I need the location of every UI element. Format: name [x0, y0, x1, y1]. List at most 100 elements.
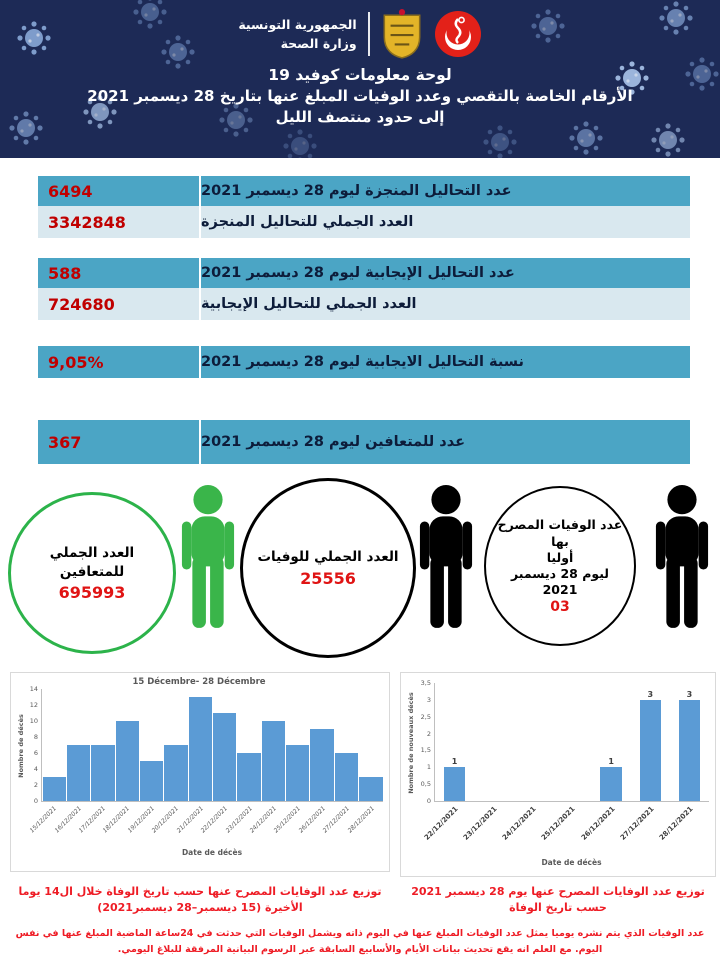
deaths-total-circle: العدد الجملي للوفيات 25556 — [240, 478, 416, 658]
tunisia-coat-of-arms-icon — [383, 9, 421, 59]
bar-value-label: 1 — [608, 757, 614, 767]
y-tick-label: 2 — [33, 781, 38, 789]
x-tick-slot: 28/12/2021 — [658, 802, 709, 858]
stat-label: العدد الجملي للتحاليل الإيجابية — [201, 296, 417, 312]
bar-slot — [115, 689, 139, 801]
x-axis-title: Date de décès — [541, 858, 602, 867]
bar — [310, 729, 334, 801]
bar-value-label: 3 — [647, 689, 654, 699]
bar — [359, 777, 383, 801]
x-tick-label: 22/12/2021 — [422, 805, 460, 842]
stat-value: 6494 — [38, 176, 201, 206]
recovered-total-value: 695993 — [58, 582, 126, 602]
bar — [600, 767, 622, 801]
footer-note: عدد الوفيات الذي يتم نشره يوميا يمثل عدد… — [15, 927, 705, 956]
bar — [678, 699, 701, 801]
deaths-total-label: العدد الجملي للوفيات — [257, 549, 399, 566]
bar — [443, 767, 466, 801]
stat-row-tests-pos-total: 724680 العدد الجملي للتحاليل الإيجابية — [38, 288, 690, 320]
stat-value: 9,05% — [38, 346, 201, 378]
x-tick-slot: 28/12/2021 — [346, 802, 382, 848]
deaths-reported-day-label-line4: 2021 — [542, 582, 578, 598]
deaths-reported-person-icon — [655, 485, 709, 628]
x-axis-title: Date de décès — [181, 848, 243, 857]
title-line3: إلى حدود منتصف الليل — [275, 108, 445, 126]
header-divider — [367, 12, 370, 56]
y-tick-label: 0 — [426, 797, 431, 805]
stat-row-tests-done-day: 6494 عدد التحاليل المنجزة ليوم 28 ديسمبر… — [38, 176, 690, 206]
y-tick-label: 6 — [33, 749, 38, 757]
x-ticks: 15/12/2021 16/12/2021 17/12/2021 18/12/2021… — [29, 802, 383, 848]
stat-label: عدد التحاليل المنجزة ليوم 28 ديسمبر 2021 — [201, 183, 512, 199]
bar — [115, 721, 139, 801]
header-banner: الجمهورية التونسية وزارة الصحة لوحة معلو… — [0, 0, 720, 158]
stat-label: نسبة التحاليل الايجابية ليوم 28 ديسمبر 2… — [201, 354, 524, 370]
deaths-reported-day-label-line3: ليوم 28 ديسمبر — [511, 566, 610, 582]
deaths-14day-chart: 15 Décembre- 28 Décembre Nombre de décès… — [10, 672, 390, 872]
totals-section: العدد الجملي للمتعافين 695993 العدد الجم… — [0, 472, 720, 670]
stat-row-tests-done-total: 3342848 العدد الجملي للتحاليل المنجزة — [38, 206, 690, 238]
deaths-person-icon — [419, 485, 473, 628]
bar — [139, 761, 164, 801]
y-tick-label: 1,5 — [420, 746, 431, 755]
bar-slot — [286, 689, 310, 801]
bar-slot — [513, 683, 552, 801]
stats-section: 6494 عدد التحاليل المنجزة ليوم 28 ديسمبر… — [38, 176, 690, 464]
recovered-total-label: العدد الجملي للمتعافين — [49, 545, 135, 580]
bar-value-label: 1 — [451, 757, 458, 767]
deaths-reported-day-label-line1: عدد الوفيات المصرح بها — [497, 517, 623, 549]
bar-slot: 3 — [670, 683, 709, 801]
bar-slot: 1 — [592, 683, 631, 801]
right-chart-caption: توزيع عدد الوفايات المصرح عنها يوم 28 دي… — [411, 885, 705, 914]
y-tick-label: 2 — [426, 729, 431, 738]
y-tick-label: 10 — [29, 717, 38, 725]
y-ticks: 3,5 3 2,5 2 1,5 1 0,5 0 — [416, 679, 434, 805]
left-chart-caption: توزيع عدد الوفايات المصرح عنها حسب تاريخ… — [18, 885, 382, 914]
chart-title: 15 Décembre- 28 Décembre — [132, 677, 266, 687]
deaths-reported-day-circle: عدد الوفيات المصرح بها أوليا ليوم 28 ديس… — [484, 486, 636, 646]
charts-section: 15 Décembre- 28 Décembre Nombre de décès… — [0, 672, 720, 877]
plot-area — [41, 689, 383, 802]
bar-slot — [42, 689, 66, 801]
bar — [261, 721, 286, 801]
bar-slot — [237, 689, 261, 801]
stat-row-recovered-day: 367 عدد للمتعافين ليوم 28 ديسمبر 2021 — [38, 420, 690, 464]
y-tick-label: 14 — [29, 685, 38, 693]
deaths-reported-chart: Nombre de nouveaux décès 3,5 3 2,5 2 1,5 1 0,5… — [400, 672, 716, 877]
y-tick-label: 1 — [426, 763, 431, 772]
y-ticks: 14 12 10 8 6 4 2 0 — [26, 685, 41, 805]
bar — [66, 745, 91, 801]
stat-value: 367 — [38, 420, 201, 464]
y-tick-label: 3,5 — [420, 679, 431, 687]
stat-value: 3342848 — [38, 206, 201, 238]
stat-row-tests-pos-day: 588 عدد التحاليل الإيجابية ليوم 28 ديسمب… — [38, 258, 690, 288]
health-ministry-logo-icon — [434, 11, 481, 57]
bar-slot — [261, 689, 286, 801]
bar — [188, 697, 213, 801]
stat-row-positivity-rate: 9,05% نسبة التحاليل الايجابية ليوم 28 دي… — [38, 346, 690, 378]
y-tick-label: 8 — [33, 733, 38, 741]
y-axis-title: Nombre de nouveaux décès — [406, 691, 415, 794]
recovered-total-circle: العدد الجملي للمتعافين 695993 — [8, 492, 176, 654]
stat-label: العدد الجملي للتحاليل المنجزة — [201, 214, 414, 230]
y-tick-label: 3 — [426, 695, 431, 704]
stat-label: عدد للمتعافين ليوم 28 ديسمبر 2021 — [201, 434, 465, 450]
deaths-reported-day-value: 03 — [550, 598, 570, 615]
bar — [42, 777, 66, 801]
bar-slot — [164, 689, 188, 801]
deaths-total-value: 25556 — [300, 568, 356, 588]
bar-slot — [359, 689, 383, 801]
bar-slot — [188, 689, 213, 801]
y-tick-label: 0 — [33, 797, 38, 805]
y-tick-label: 2,5 — [420, 712, 431, 721]
bar — [237, 753, 261, 801]
bar-slot — [91, 689, 115, 801]
bar-slot — [139, 689, 164, 801]
x-ticks: 22/12/2021 23/12/2021 24/12/2021 25/12/2021… — [422, 802, 709, 858]
ministry-name: الجمهورية التونسية وزارة الصحة — [238, 15, 356, 54]
bar-slot — [334, 689, 359, 801]
y-axis-title: Nombre de décès — [16, 713, 25, 778]
bar-slot: 3 — [631, 683, 670, 801]
y-tick-label: 0,5 — [420, 780, 431, 789]
bar — [639, 699, 662, 801]
